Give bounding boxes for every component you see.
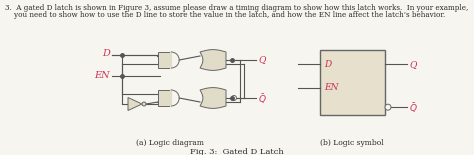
Text: (a) Logic diagram: (a) Logic diagram <box>136 139 204 147</box>
Text: EN: EN <box>324 83 338 92</box>
Polygon shape <box>128 97 142 111</box>
Polygon shape <box>158 52 171 68</box>
Text: EN: EN <box>94 71 110 80</box>
Text: $\bar{Q}$: $\bar{Q}$ <box>409 101 418 115</box>
Text: (b) Logic symbol: (b) Logic symbol <box>320 139 384 147</box>
Circle shape <box>231 95 237 100</box>
FancyBboxPatch shape <box>320 50 385 115</box>
Text: you need to show how to use the D line to store the value in the latch, and how : you need to show how to use the D line t… <box>5 11 445 19</box>
Text: $\bar{Q}$: $\bar{Q}$ <box>258 92 267 106</box>
Circle shape <box>142 102 146 106</box>
Text: 3.  A gated D latch is shown in Figure 3, assume please draw a timing diagram to: 3. A gated D latch is shown in Figure 3,… <box>5 4 468 12</box>
Text: Q: Q <box>258 55 265 64</box>
Text: D: D <box>102 49 110 58</box>
Circle shape <box>385 104 391 110</box>
Polygon shape <box>200 50 226 70</box>
Polygon shape <box>158 90 171 106</box>
Text: D: D <box>324 60 331 69</box>
Polygon shape <box>200 88 226 108</box>
Text: Fig. 3:  Gated D Latch: Fig. 3: Gated D Latch <box>190 148 284 155</box>
Text: Q: Q <box>409 60 416 69</box>
